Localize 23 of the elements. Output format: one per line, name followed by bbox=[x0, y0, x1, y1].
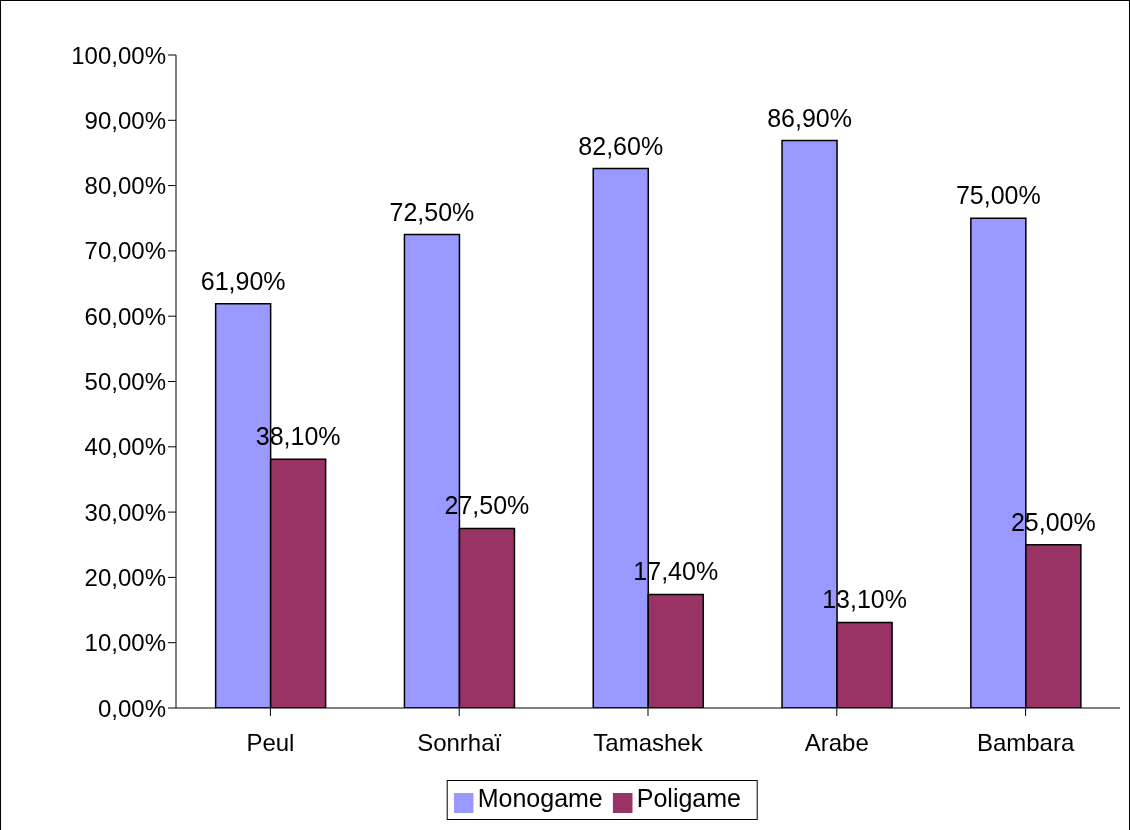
y-tick-label: 30,00% bbox=[84, 498, 166, 526]
data-label: 72,50% bbox=[389, 197, 475, 226]
x-tick-label: Tamashek bbox=[593, 729, 704, 757]
y-tick-label: 100,00% bbox=[71, 41, 166, 69]
data-label: 82,60% bbox=[578, 131, 664, 160]
y-tick-label: 40,00% bbox=[84, 433, 166, 461]
y-tick-label: 70,00% bbox=[84, 237, 166, 265]
y-tick-label: 80,00% bbox=[84, 172, 166, 200]
x-tick-label: Sonrhaï bbox=[417, 729, 502, 757]
x-tick-label: Peul bbox=[246, 729, 295, 757]
y-tick-label: 90,00% bbox=[84, 106, 166, 134]
legend-label: Monogame bbox=[477, 784, 603, 812]
legend-label: Poligame bbox=[636, 784, 742, 812]
y-tick-label: 10,00% bbox=[84, 629, 166, 657]
y-tick-label: 20,00% bbox=[84, 563, 166, 591]
x-tick-label: Bambara bbox=[976, 729, 1075, 757]
y-tick-label: 60,00% bbox=[84, 302, 166, 330]
x-tick-label: Arabe bbox=[804, 729, 869, 757]
y-tick-label: 50,00% bbox=[84, 368, 166, 396]
data-label: 61,90% bbox=[200, 266, 286, 295]
data-label: 75,00% bbox=[955, 181, 1041, 210]
data-label: 86,90% bbox=[767, 103, 852, 132]
y-tick-label: 0,00% bbox=[97, 694, 166, 722]
